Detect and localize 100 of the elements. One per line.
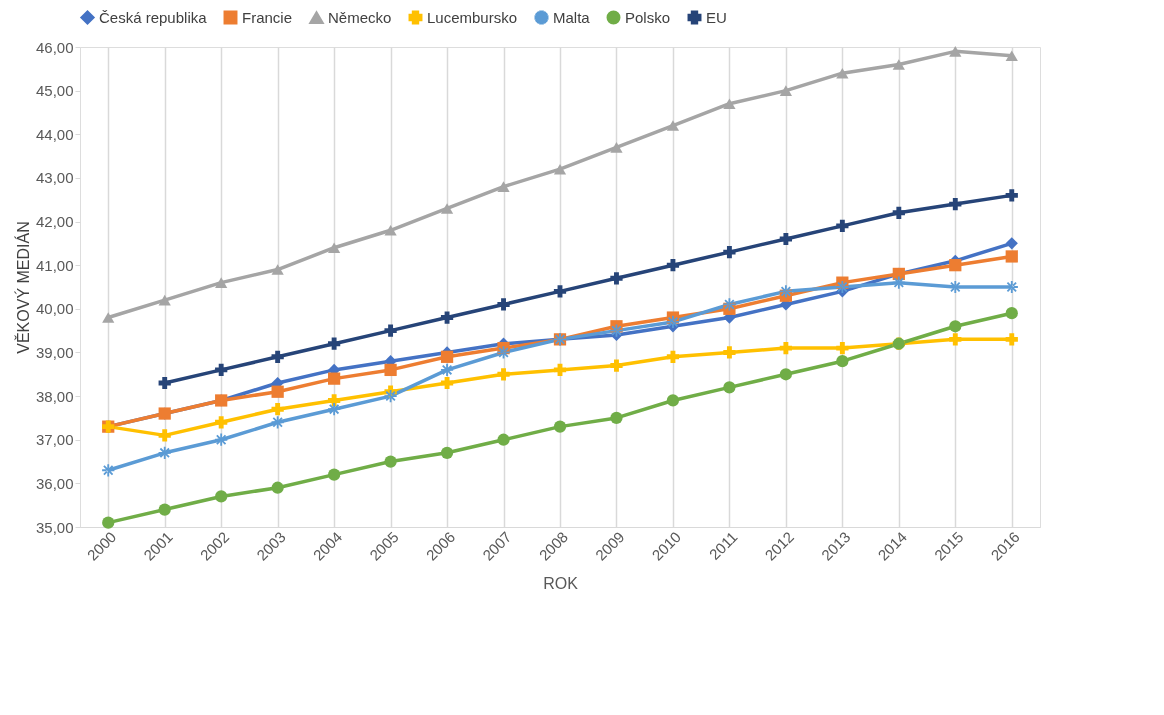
point <box>384 363 397 377</box>
point <box>440 350 454 363</box>
point <box>327 242 341 254</box>
point <box>610 359 623 372</box>
point <box>610 324 623 337</box>
point <box>158 294 171 306</box>
point <box>836 355 849 368</box>
point <box>215 363 228 377</box>
point <box>497 298 510 311</box>
y-tick-label: 40,00 <box>35 300 74 318</box>
point <box>666 394 680 407</box>
point <box>327 372 341 385</box>
point <box>892 276 905 289</box>
point <box>1005 333 1018 346</box>
point <box>497 368 510 381</box>
y-tick-label: 45,00 <box>35 82 74 100</box>
y-axis-title: VĚKOVÝ MEDIÁN <box>13 221 32 354</box>
point <box>440 363 454 377</box>
point <box>1005 250 1018 263</box>
point <box>553 420 567 433</box>
point <box>949 333 962 346</box>
y-tick-label: 39,00 <box>35 343 74 361</box>
point <box>723 346 736 359</box>
point <box>836 67 849 79</box>
point <box>1005 50 1018 62</box>
point <box>384 455 397 468</box>
point <box>779 85 793 96</box>
y-tick-label: 43,00 <box>35 169 74 187</box>
legend-label: Polsko <box>625 8 671 26</box>
point <box>215 490 228 503</box>
point <box>666 350 680 363</box>
point <box>666 315 680 329</box>
point <box>779 368 793 381</box>
point <box>949 46 962 57</box>
point <box>553 285 567 298</box>
point <box>779 285 793 298</box>
legend-label: Česká republika <box>99 8 208 26</box>
point <box>271 350 284 363</box>
point <box>215 277 228 288</box>
y-tick-label: 38,00 <box>35 387 74 405</box>
y-tick-label: 44,00 <box>35 125 74 143</box>
point <box>271 385 284 398</box>
point <box>836 280 849 294</box>
point <box>610 272 623 285</box>
point <box>610 411 623 425</box>
point <box>949 280 962 294</box>
y-tick-label: 46,00 <box>35 38 74 56</box>
point <box>892 206 905 219</box>
legend-label: EU <box>706 8 727 26</box>
point <box>553 163 567 175</box>
point <box>1005 280 1018 294</box>
point <box>327 337 341 350</box>
point <box>102 464 115 477</box>
point <box>215 433 228 446</box>
point <box>666 259 680 272</box>
point <box>440 311 454 324</box>
point <box>440 446 454 459</box>
point <box>158 503 171 516</box>
point <box>949 259 962 272</box>
point <box>327 468 341 481</box>
point <box>497 181 510 192</box>
point <box>384 224 397 236</box>
y-tick-label: 42,00 <box>35 213 74 231</box>
point <box>666 120 680 131</box>
point <box>1005 307 1018 320</box>
point <box>949 197 962 211</box>
point <box>158 376 171 390</box>
point <box>723 298 736 311</box>
point <box>215 416 228 429</box>
point <box>102 516 115 529</box>
point <box>723 98 736 110</box>
point <box>440 203 454 214</box>
legend-label: Malta <box>553 8 591 26</box>
point <box>1005 189 1018 202</box>
legend-label: Německo <box>328 8 392 26</box>
point <box>836 341 849 355</box>
point <box>497 346 510 359</box>
y-tick-label: 35,00 <box>35 518 74 536</box>
point <box>158 446 171 459</box>
point <box>384 389 397 403</box>
legend-label: Lucembursko <box>427 8 518 26</box>
point <box>271 416 284 429</box>
point <box>1005 237 1018 250</box>
y-tick-label: 36,00 <box>35 474 74 492</box>
point <box>497 433 510 446</box>
point <box>836 219 849 233</box>
point <box>779 232 793 246</box>
y-tick-label: 37,00 <box>35 431 74 449</box>
point <box>440 376 454 390</box>
point <box>949 320 962 333</box>
point <box>271 264 284 275</box>
x-axis-title: ROK <box>543 574 579 592</box>
point <box>158 429 171 442</box>
point <box>892 59 905 70</box>
point <box>723 381 736 394</box>
point <box>779 341 793 355</box>
point <box>102 312 115 323</box>
point <box>327 403 341 416</box>
legend-label: Francie <box>242 8 293 26</box>
point <box>271 481 284 494</box>
